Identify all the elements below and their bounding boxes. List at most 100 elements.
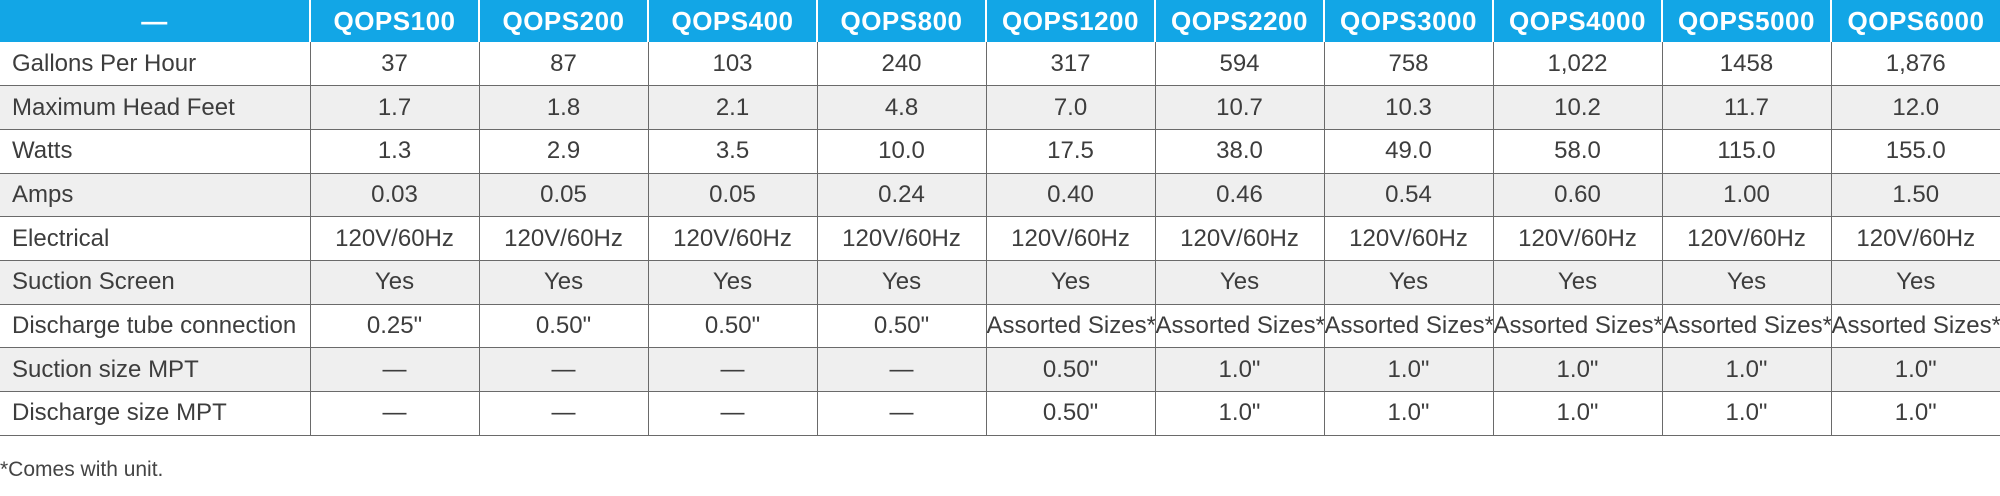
table-cell: 1.00	[1662, 173, 1832, 218]
table-cell: 120V/60Hz	[1324, 216, 1494, 261]
table-cell: 38.0	[1155, 129, 1325, 174]
table-cell: 10.7	[1155, 85, 1325, 130]
table-cell: 11.7	[1662, 85, 1832, 130]
table-cell: Yes	[986, 260, 1156, 305]
table-cell: 120V/60Hz	[648, 216, 818, 261]
table-cell: Yes	[1662, 260, 1832, 305]
model-header: QOPS3000	[1324, 0, 1494, 42]
table-cell: 0.46	[1155, 173, 1325, 218]
table-cell: 10.2	[1493, 85, 1663, 130]
table-cell: Yes	[310, 260, 480, 305]
table-cell: 0.05	[648, 173, 818, 218]
table-row: Discharge tube connection 0.25" 0.50" 0.50"…	[0, 304, 2000, 349]
table-cell: 0.50"	[986, 347, 1156, 392]
table-cell: 2.9	[479, 129, 649, 174]
table-row: Gallons Per Hour 37 87 103 240 317 594 758 1,022…	[0, 42, 2000, 87]
table-cell: 120V/60Hz	[986, 216, 1156, 261]
pump-specification-table: — QOPS100 QOPS200 QOPS400 QOPS800 QOPS12…	[0, 0, 2000, 436]
table-cell: 120V/60Hz	[479, 216, 649, 261]
table-cell: 1.0"	[1493, 391, 1663, 436]
table-cell: 17.5	[986, 129, 1156, 174]
row-label: Suction Screen	[0, 260, 311, 305]
table-cell: 10.3	[1324, 85, 1494, 130]
model-header: QOPS4000	[1493, 0, 1663, 42]
table-cell: —	[479, 391, 649, 436]
table-cell: 317	[986, 42, 1156, 87]
table-cell: 155.0	[1831, 129, 2000, 174]
table-cell: Assorted Sizes*	[1324, 304, 1494, 349]
model-header: QOPS6000	[1831, 0, 2000, 42]
table-cell: 0.25"	[310, 304, 480, 349]
table-header-row: — QOPS100 QOPS200 QOPS400 QOPS800 QOPS12…	[0, 0, 2000, 42]
table-cell: —	[817, 391, 987, 436]
table-cell: 1.0"	[1324, 347, 1494, 392]
row-label: Amps	[0, 173, 311, 218]
model-header: QOPS800	[817, 0, 987, 42]
table-cell: 58.0	[1493, 129, 1663, 174]
model-header: QOPS1200	[986, 0, 1156, 42]
table-row: Electrical 120V/60Hz 120V/60Hz 120V/60Hz 120…	[0, 216, 2000, 261]
table-cell: 0.60	[1493, 173, 1663, 218]
table-cell: Assorted Sizes*	[1662, 304, 1832, 349]
table-cell: 3.5	[648, 129, 818, 174]
table-cell: Yes	[648, 260, 818, 305]
row-label: Gallons Per Hour	[0, 42, 311, 87]
model-header: QOPS100	[310, 0, 480, 42]
table-cell: 1,876	[1831, 42, 2000, 87]
table-cell: 120V/60Hz	[310, 216, 480, 261]
table-cell: 115.0	[1662, 129, 1832, 174]
table-cell: —	[479, 347, 649, 392]
table-cell: 1.3	[310, 129, 480, 174]
table-cell: 10.0	[817, 129, 987, 174]
table-cell: 594	[1155, 42, 1325, 87]
table-cell: —	[648, 391, 818, 436]
table-cell: 103	[648, 42, 818, 87]
table-cell: 120V/60Hz	[1662, 216, 1832, 261]
table-cell: 0.50"	[648, 304, 818, 349]
table-cell: 758	[1324, 42, 1494, 87]
table-cell: 1.0"	[1493, 347, 1663, 392]
footnote: *Comes with unit.	[0, 458, 164, 481]
table-cell: Yes	[1831, 260, 2000, 305]
table-cell: 0.50"	[986, 391, 1156, 436]
row-label: Suction size MPT	[0, 347, 311, 392]
table-cell: 4.8	[817, 85, 987, 130]
table-cell: —	[310, 391, 480, 436]
table-cell: 87	[479, 42, 649, 87]
table-cell: 1.7	[310, 85, 480, 130]
table-row: Discharge size MPT — — — —0.50" 1.0" 1.0" 1.0" 1…	[0, 391, 2000, 436]
table-cell: Assorted Sizes*	[1493, 304, 1663, 349]
table-cell: —	[817, 347, 987, 392]
table-row: Watts 1.3 2.9 3.5 10.0 17.5 38.0 49.0 58.0 115.0 1…	[0, 129, 2000, 174]
table-cell: 1.0"	[1155, 347, 1325, 392]
table-cell: 1.0"	[1324, 391, 1494, 436]
table-cell: Assorted Sizes*	[1155, 304, 1325, 349]
table-cell: 0.54	[1324, 173, 1494, 218]
model-header: QOPS200	[479, 0, 649, 42]
table-cell: 0.05	[479, 173, 649, 218]
table-cell: 1.0"	[1662, 391, 1832, 436]
table-cell: Assorted Sizes*	[1831, 304, 2000, 349]
table-row: Suction size MPT — — — —0.50" 1.0" 1.0" 1.0" 1.0…	[0, 347, 2000, 392]
table-cell: 0.50"	[817, 304, 987, 349]
table-row: Suction Screen Yes Yes Yes Yes Yes Yes Yes Yes Ye…	[0, 260, 2000, 305]
table-cell: 49.0	[1324, 129, 1494, 174]
table-cell: 7.0	[986, 85, 1156, 130]
model-header: QOPS5000	[1662, 0, 1832, 42]
table-cell: —	[648, 347, 818, 392]
row-label: Electrical	[0, 216, 311, 261]
table-cell: 12.0	[1831, 85, 2000, 130]
table-cell: 0.24	[817, 173, 987, 218]
table-cell: 0.50"	[479, 304, 649, 349]
table-cell: Yes	[817, 260, 987, 305]
table-cell: 2.1	[648, 85, 818, 130]
table-cell: Yes	[1493, 260, 1663, 305]
table-cell: 1.0"	[1831, 391, 2000, 436]
table-cell: 1.8	[479, 85, 649, 130]
row-label: Discharge size MPT	[0, 391, 311, 436]
row-label: Discharge tube connection	[0, 304, 311, 349]
table-cell: 120V/60Hz	[817, 216, 987, 261]
corner-header: —	[0, 0, 311, 42]
row-label: Watts	[0, 129, 311, 174]
